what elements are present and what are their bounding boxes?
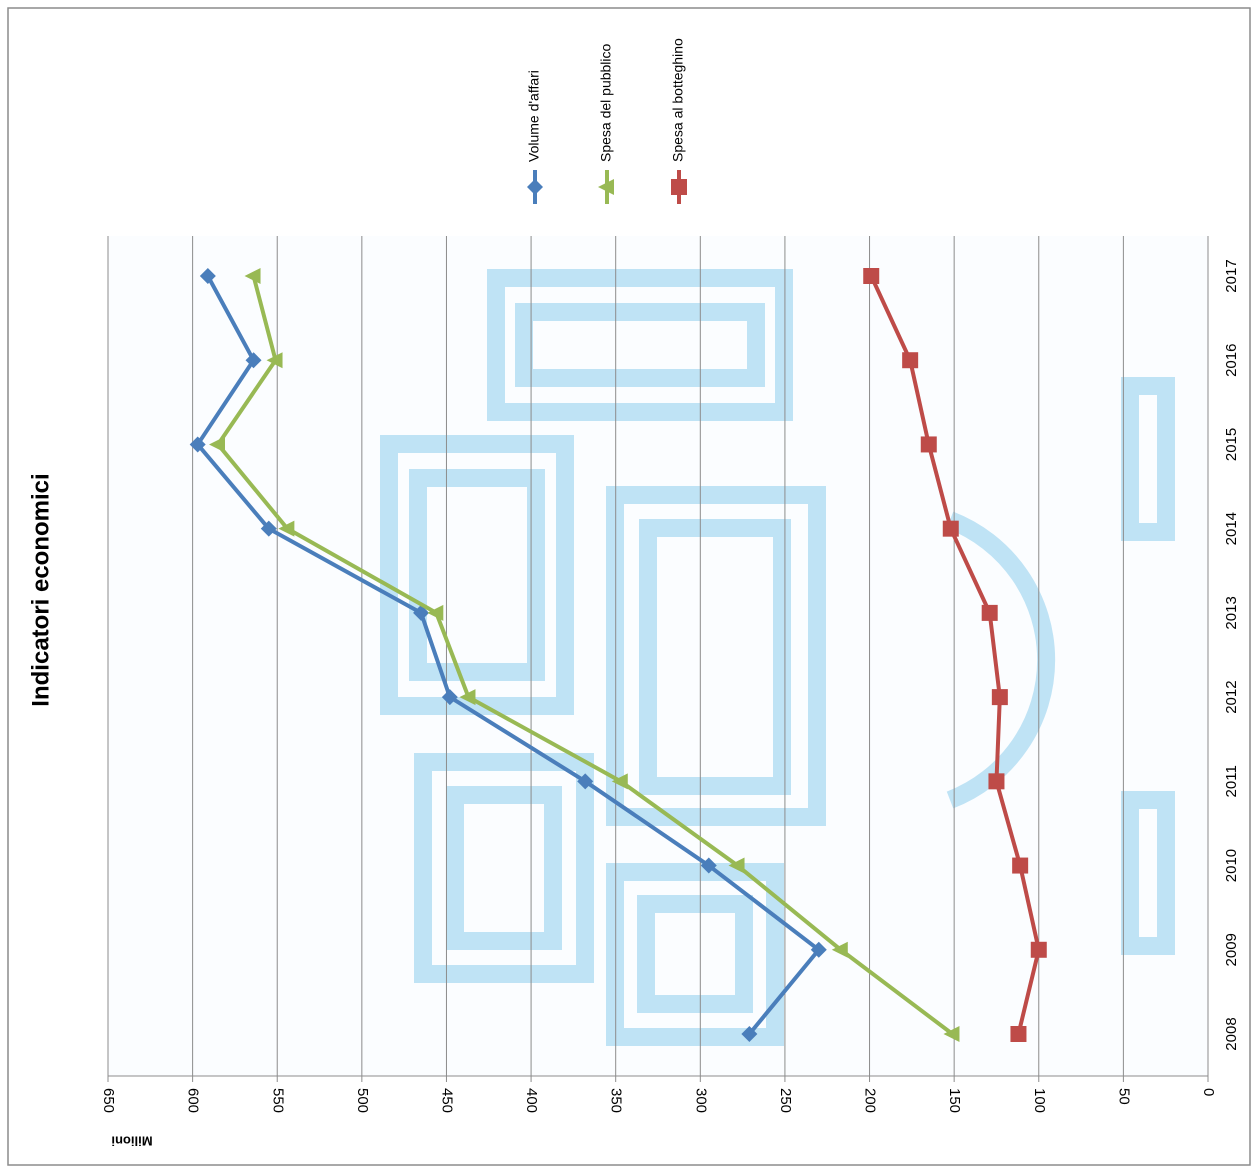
point (427, 604, 444, 621)
y-tick-label: 550 (269, 1088, 286, 1113)
point (413, 604, 430, 621)
point (189, 436, 206, 453)
y-tick-label: 450 (438, 1088, 455, 1113)
point (209, 436, 225, 453)
point (943, 1026, 960, 1042)
x-tick-label: 2008 (1223, 1017, 1240, 1050)
axis-label: Milioni (111, 1134, 152, 1149)
y-tick-label: 500 (354, 1088, 371, 1113)
x-tick-label: 2017 (1223, 259, 1240, 292)
y-tick-label: 250 (777, 1088, 794, 1113)
point (810, 941, 827, 958)
legend-label: Volume d'affari (526, 70, 542, 162)
point (266, 352, 283, 369)
series-line (216, 275, 954, 1036)
y-tick-label: 50 (1115, 1088, 1132, 1105)
chart-title: Indicatori economici (27, 473, 54, 706)
y-tick-label: 350 (608, 1088, 625, 1113)
point (199, 268, 216, 284)
point (991, 689, 1008, 706)
point (831, 941, 848, 958)
point (741, 1026, 758, 1042)
point (245, 352, 262, 369)
y-tick-label: 600 (185, 1088, 202, 1113)
point (527, 179, 543, 195)
point (611, 773, 628, 790)
point (981, 604, 998, 621)
y-tick-label: 400 (523, 1088, 540, 1113)
y-tick-label: 200 (862, 1088, 879, 1113)
series-line (195, 275, 821, 1036)
x-tick-label: 2010 (1223, 849, 1240, 882)
x-tick-label: 2012 (1223, 680, 1240, 713)
x-tick-label: 2015 (1223, 428, 1240, 461)
x-tick-label: 2013 (1223, 596, 1240, 629)
x-tick-label: 2014 (1223, 512, 1240, 545)
y-tick-label: 0 (1200, 1088, 1217, 1096)
x-tick-label: 2016 (1223, 344, 1240, 377)
point (260, 520, 277, 537)
point (598, 179, 614, 195)
point (1010, 1026, 1027, 1042)
y-tick-label: 150 (946, 1088, 963, 1113)
y-tick-label: 100 (1031, 1088, 1048, 1113)
point (988, 773, 1005, 790)
point (1012, 857, 1029, 874)
legend-label: Spesa del pubblico (598, 43, 614, 162)
point (577, 773, 594, 790)
point (459, 689, 476, 706)
point (902, 352, 919, 369)
point (728, 857, 745, 874)
y-tick-label: 650 (100, 1088, 117, 1113)
point (920, 436, 937, 453)
watermark (380, 269, 1175, 1046)
point (671, 179, 687, 195)
legend-label: Spesa al botteghino (670, 38, 686, 162)
point (441, 689, 458, 706)
series-line (869, 275, 1041, 1035)
x-tick-label: 2009 (1223, 933, 1240, 966)
point (700, 857, 717, 874)
x-tick-label: 2011 (1223, 765, 1240, 797)
y-tick-label: 300 (692, 1088, 709, 1113)
point (278, 520, 295, 537)
point (863, 268, 880, 284)
point (942, 520, 959, 537)
point (1030, 941, 1047, 958)
point (244, 268, 261, 284)
